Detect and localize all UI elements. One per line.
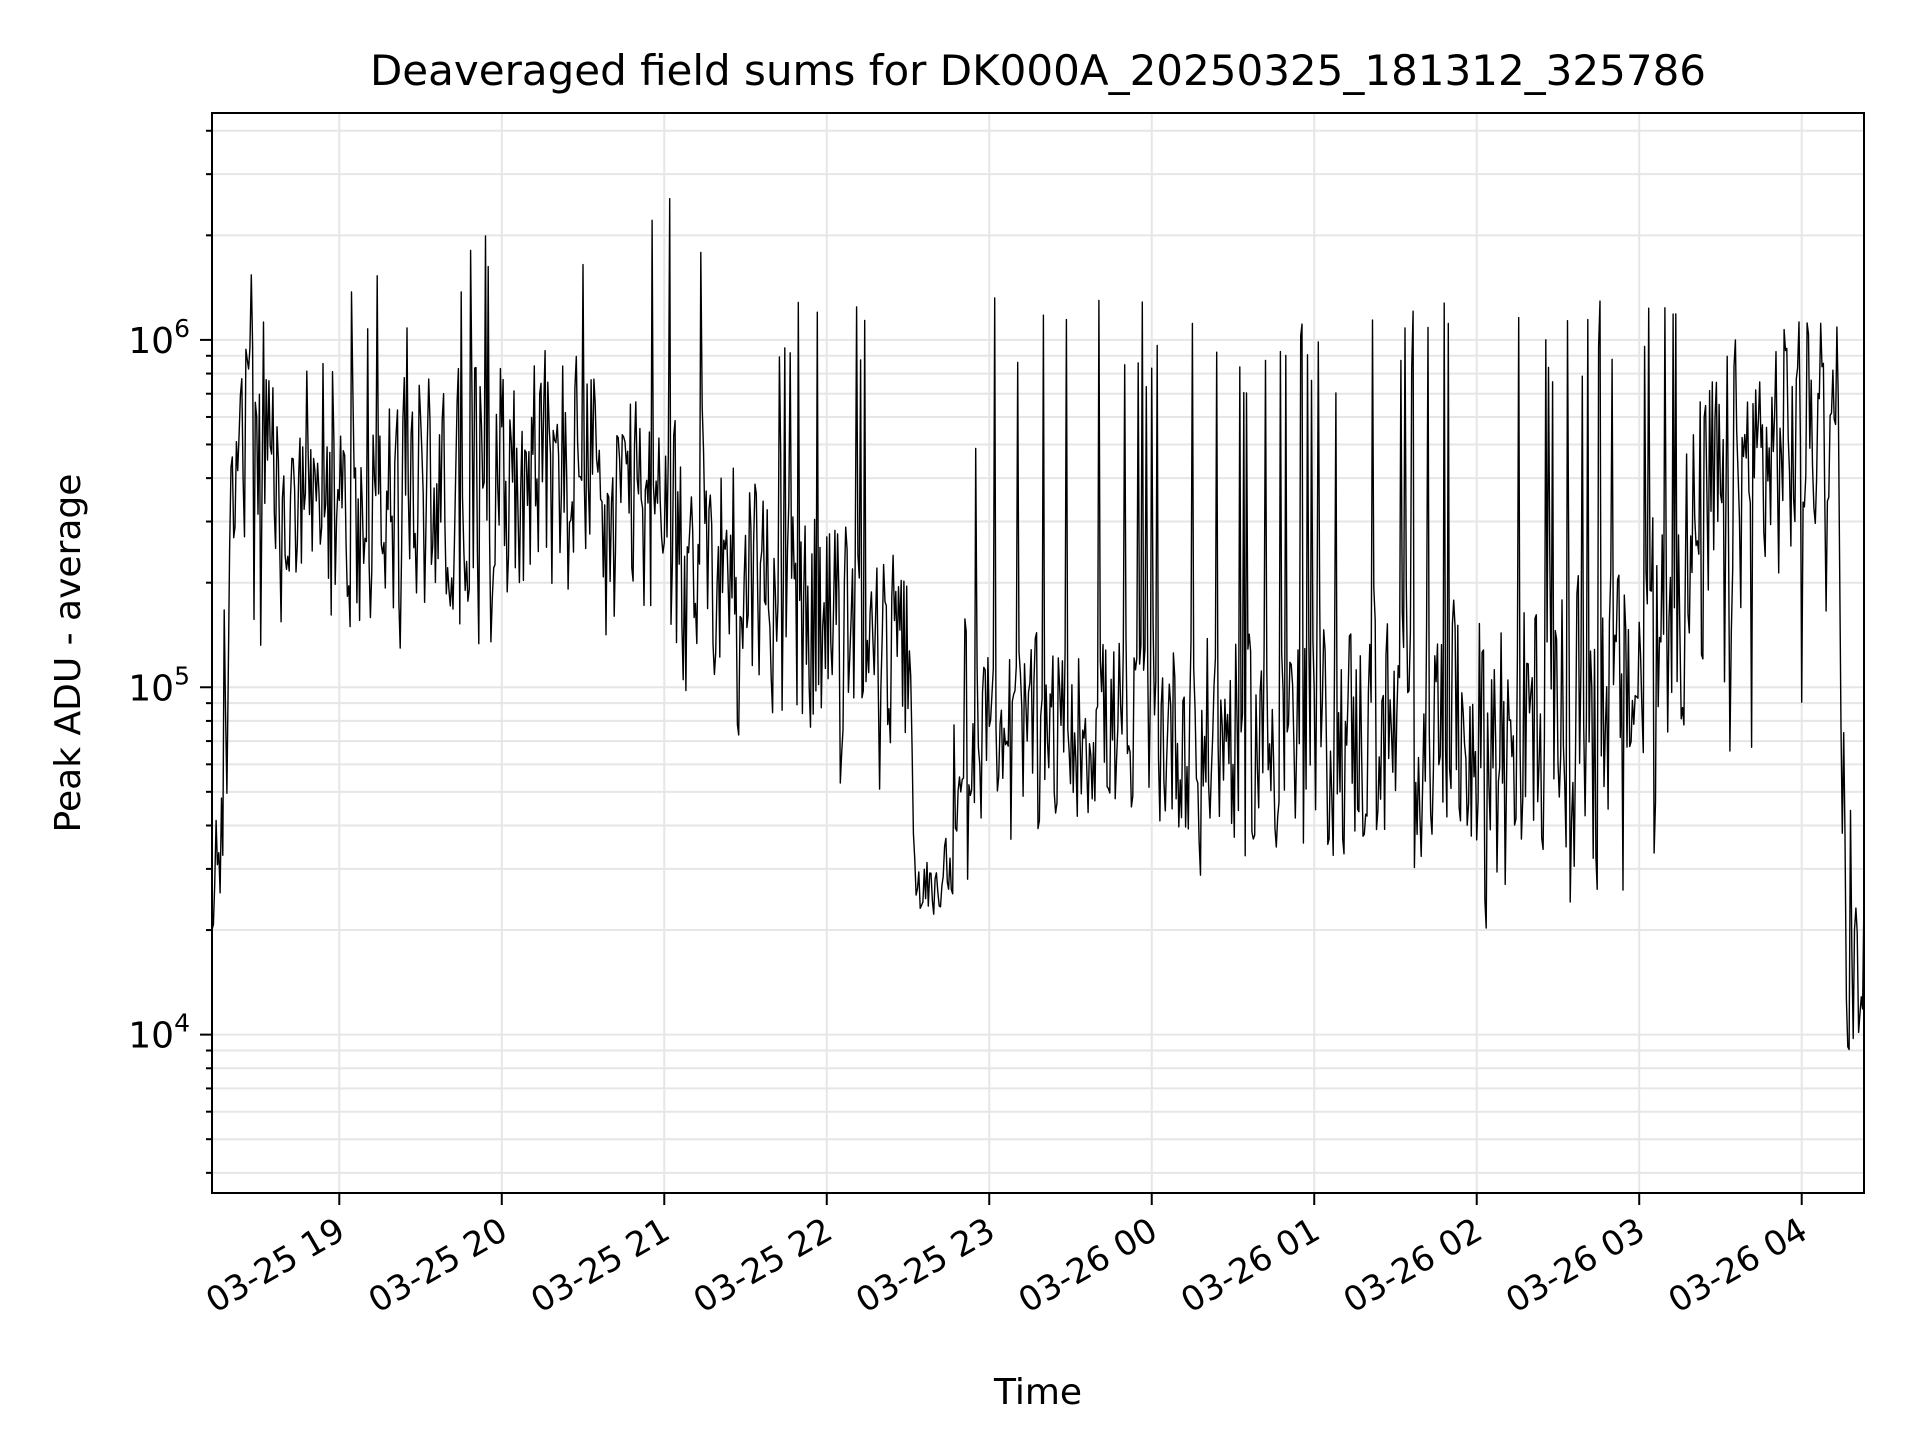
- y-tick-label: 105: [128, 661, 190, 709]
- y-tick-label: 106: [128, 314, 190, 362]
- plot-frame: [211, 112, 1865, 1194]
- x-axis-label: Time: [993, 1372, 1082, 1413]
- y-axis-label: Peak ADU - average: [48, 474, 89, 833]
- chart-title: Deaveraged field sums for DK000A_2025032…: [370, 46, 1706, 95]
- data-series: [211, 198, 1865, 1051]
- series-line: [211, 198, 1865, 1051]
- y-tick-label: 104: [128, 1009, 190, 1057]
